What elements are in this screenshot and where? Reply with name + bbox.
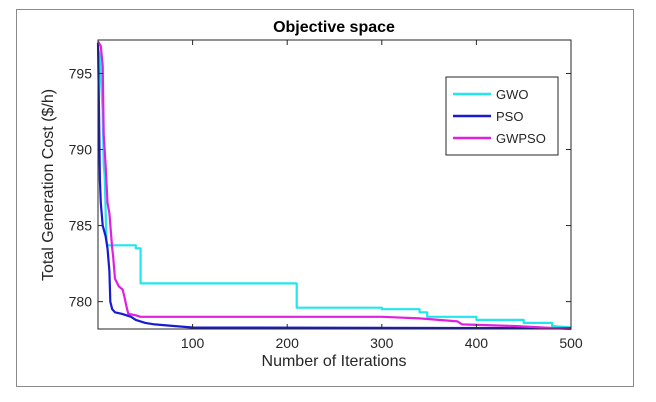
y-tick-label: 785 [69,218,93,234]
series-line-gwo [96,48,572,329]
chart-title: Objective space [273,19,395,36]
x-tick-label: 400 [465,335,489,351]
y-tick-label: 780 [69,294,93,310]
axes-box [97,39,572,330]
legend-label-gwpso: GWPSO [496,131,546,146]
y-tick-label: 795 [69,65,93,81]
y-tick-label: 790 [69,142,93,158]
series-line-gwpso [97,40,572,331]
x-tick-label: 500 [559,335,583,351]
legend: GWO PSO GWPSO [445,76,559,156]
tick-layer: 100 200 300 400 500 780 785 790 795 [69,40,583,351]
x-axis-label: Number of Iterations [262,353,407,370]
series-layer [96,40,572,331]
x-tick-label: 300 [370,335,394,351]
legend-label-gwo: GWO [496,87,529,102]
series-line-pso [96,42,572,330]
legend-label-pso: PSO [496,109,523,124]
x-tick-label: 100 [181,335,205,351]
chart: 100 200 300 400 500 780 785 790 795 Objective sp… [40,19,583,370]
x-tick-label: 200 [276,335,300,351]
figure-frame: 100 200 300 400 500 780 785 790 795 Objective sp… [16,9,634,387]
y-axis-label: Total Generation Cost ($/h) [40,89,57,281]
